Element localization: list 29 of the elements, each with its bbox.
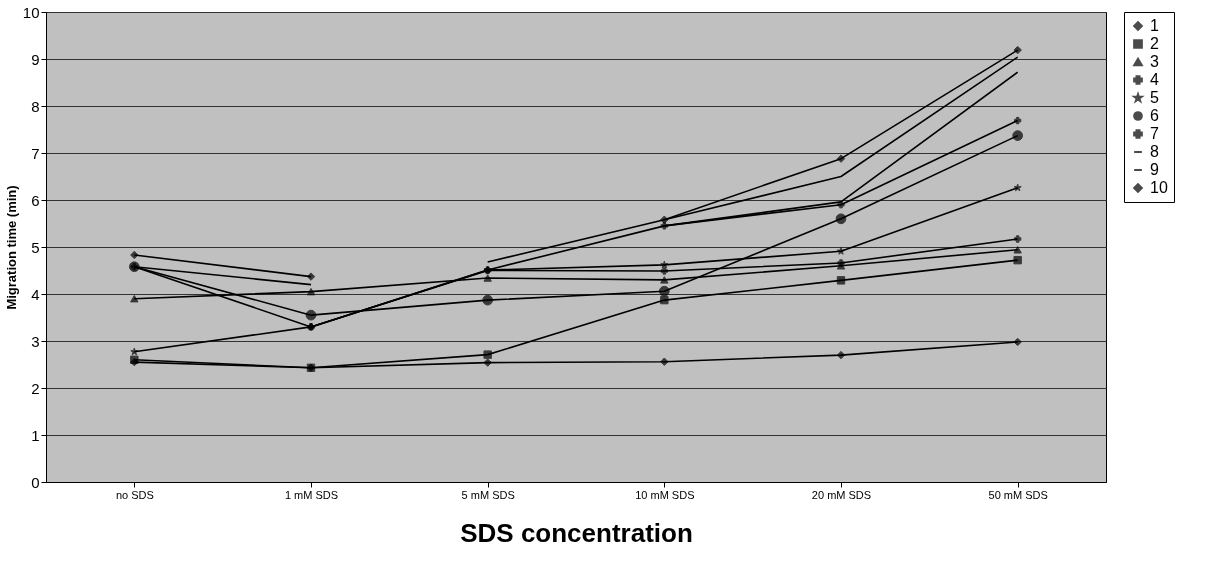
y-tick-label: 0 <box>31 473 40 491</box>
y-tick-label: 10 <box>22 3 40 21</box>
legend-label: 5 <box>1150 89 1159 106</box>
x-tick-label: no SDS <box>115 488 154 501</box>
y-tick-label: 6 <box>31 191 40 209</box>
y-tick-label: 1 <box>31 426 40 444</box>
x-tick-label: 1 mM SDS <box>284 488 339 501</box>
legend-label: 3 <box>1150 53 1159 70</box>
y-tick-label: 9 <box>31 50 40 68</box>
x-tick-label: 20 mM SDS <box>811 488 872 501</box>
legend-label: 8 <box>1150 143 1159 160</box>
y-tick-label: 5 <box>31 238 40 256</box>
y-tick-label: 7 <box>31 144 40 162</box>
y-tick-label: 8 <box>31 97 40 115</box>
legend-label: 7 <box>1150 125 1159 142</box>
x-axis-title: SDS concentration <box>460 517 693 548</box>
legend-label: 1 <box>1150 17 1159 34</box>
legend-label: 2 <box>1150 35 1159 52</box>
y-axis-title: Migration time (min) <box>3 185 19 310</box>
x-tick-label: 50 mM SDS <box>988 488 1048 501</box>
y-tick-label: 3 <box>31 332 40 350</box>
legend-label: 9 <box>1150 161 1159 178</box>
y-tick-label: 2 <box>31 379 40 397</box>
x-tick-label: 5 mM SDS <box>461 488 515 501</box>
y-tick-label: 4 <box>31 285 40 303</box>
legend-label: 4 <box>1150 71 1159 88</box>
legend-label: 10 <box>1150 179 1168 196</box>
legend-label: 6 <box>1150 107 1159 124</box>
x-tick-label: 10 mM SDS <box>635 488 695 501</box>
